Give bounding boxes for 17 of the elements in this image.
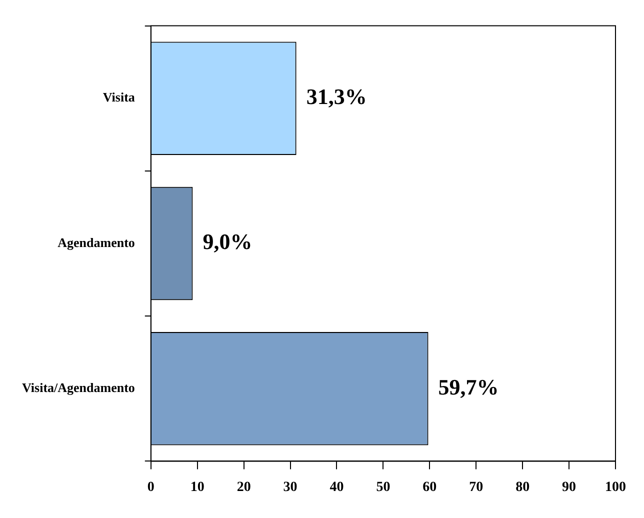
data-label: 59,7%: [438, 374, 499, 400]
x-tick-label: 80: [516, 480, 530, 496]
x-tick-label: 20: [236, 480, 251, 496]
x-tick-label: 50: [376, 480, 390, 496]
x-tick-label: 90: [562, 480, 576, 496]
x-tick-label: 0: [147, 480, 154, 496]
data-label: 31,3%: [306, 84, 367, 110]
y-tick-label: Agendamento: [58, 234, 135, 250]
y-tick-label: Visita/Agendamento: [22, 380, 135, 395]
x-tick-label: 70: [469, 480, 484, 496]
x-tick-label: 60: [422, 480, 437, 496]
x-tick-label: 30: [283, 480, 298, 496]
x-tick-label: 10: [190, 480, 204, 496]
y-tick-label: Visita: [102, 90, 136, 105]
x-tick-label: 40: [330, 480, 344, 496]
x-tick-label: 100: [605, 480, 626, 496]
data-label: 9,0%: [202, 229, 252, 254]
